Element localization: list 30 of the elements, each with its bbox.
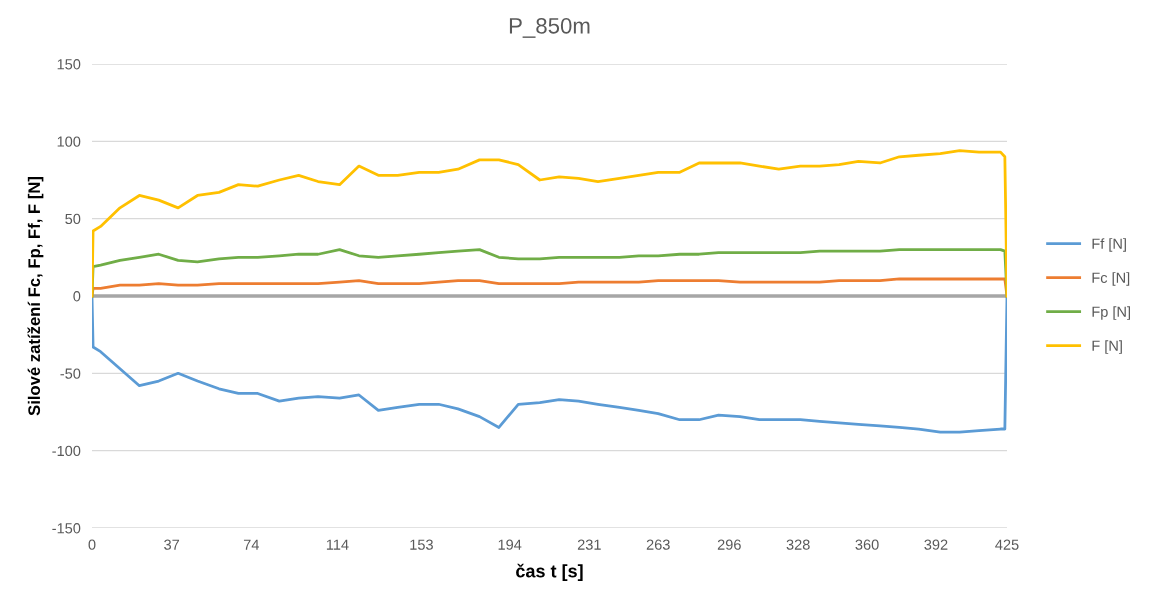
x-tick-label: 74 xyxy=(243,539,259,550)
line-series xyxy=(92,277,1007,298)
y-tick-label: 0 xyxy=(73,291,81,302)
y-axis-title: Silové zatížení Fc, Fp, Ff, F [N] xyxy=(27,177,44,416)
y-tick-label: -100 xyxy=(52,445,81,457)
x-axis-title: čas t [s] xyxy=(516,563,583,582)
x-tick-label: 392 xyxy=(924,539,948,550)
y-tick-label: -50 xyxy=(60,368,81,379)
y-tick-label: -150 xyxy=(52,523,81,534)
line-series xyxy=(92,149,1007,298)
y-tick-label: 150 xyxy=(57,59,81,70)
legend-label: Fp [N] xyxy=(1092,306,1130,320)
x-tick-label: 328 xyxy=(786,539,810,550)
y-tick-label: 50 xyxy=(65,213,81,225)
line-series xyxy=(92,294,1007,434)
x-tick-label: 194 xyxy=(498,539,522,550)
x-tick-label: 231 xyxy=(577,539,601,550)
legend-label: F [N] xyxy=(1092,340,1122,354)
x-tick-label: 296 xyxy=(717,539,741,550)
x-tick-label: 263 xyxy=(646,539,670,550)
x-tick-label: 114 xyxy=(326,539,349,550)
legend-label: Fc [N] xyxy=(1092,272,1130,286)
x-tick-label: 425 xyxy=(995,539,1019,550)
x-tick-label: 360 xyxy=(855,539,879,550)
x-tick-label: 0 xyxy=(88,539,96,550)
chart-title: P_850m xyxy=(509,17,590,38)
y-tick-label: 100 xyxy=(57,136,81,147)
x-tick-label: 153 xyxy=(410,539,433,550)
x-tick-label: 37 xyxy=(164,539,180,550)
legend-label: Ff [N] xyxy=(1092,238,1126,252)
